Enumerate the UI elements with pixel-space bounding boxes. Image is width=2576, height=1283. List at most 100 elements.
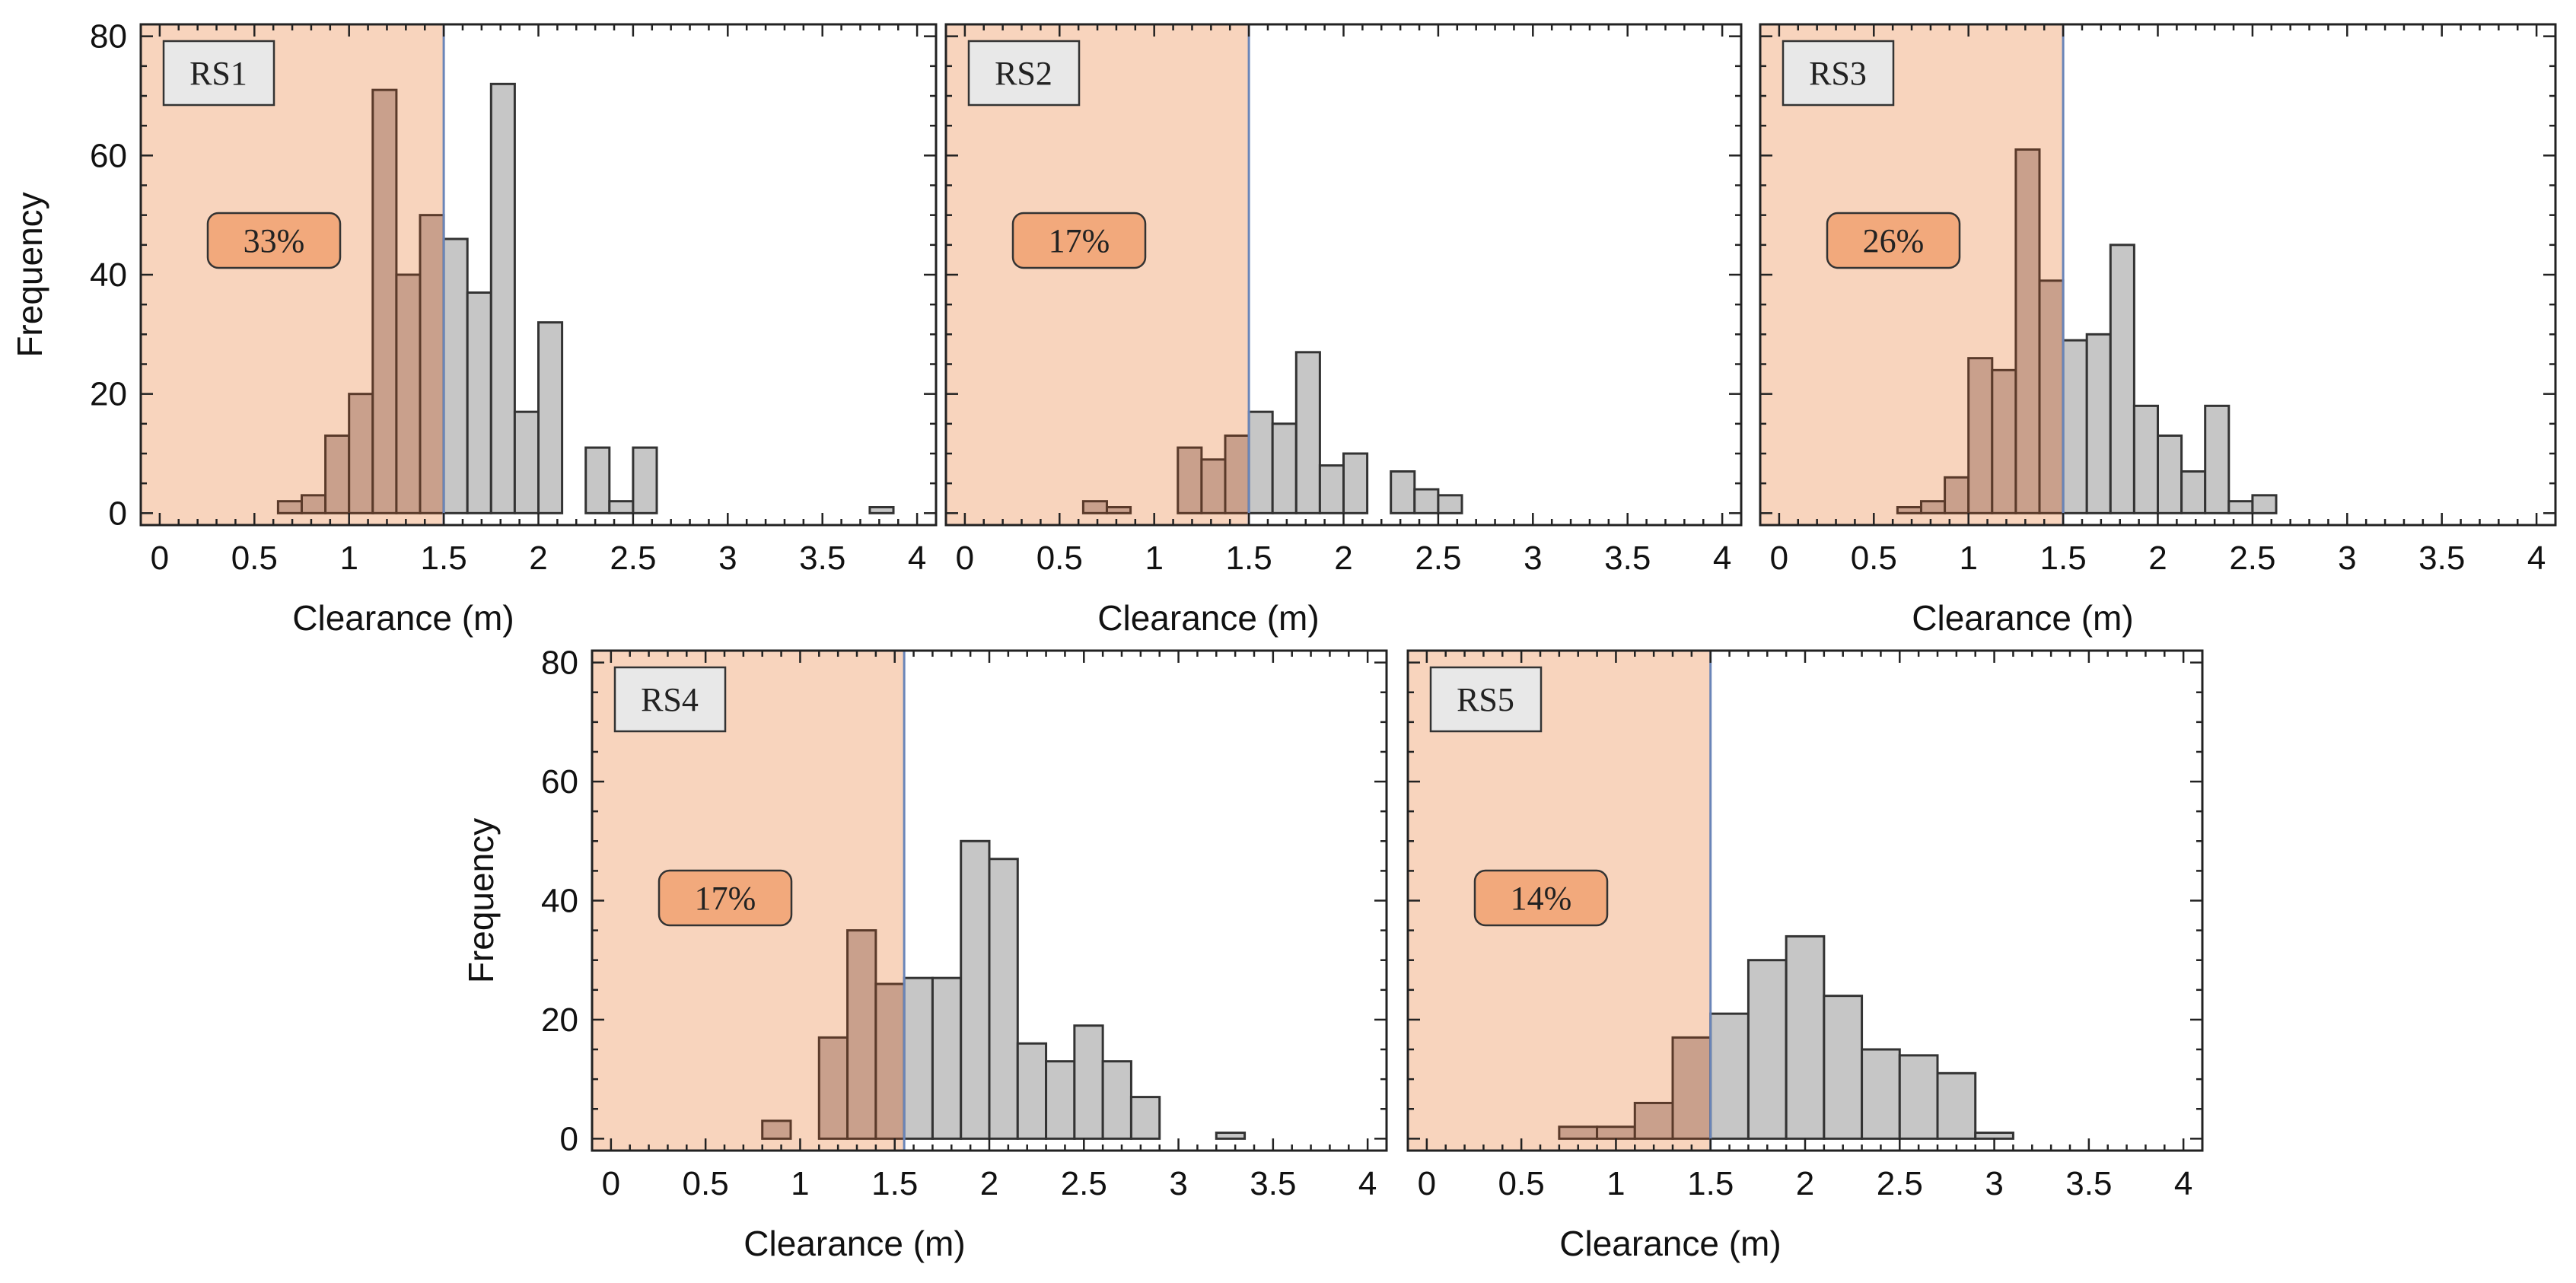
histogram-bar — [300, 494, 327, 514]
panel-label-box — [967, 40, 1081, 107]
x-tick-label: 1.5 — [421, 540, 467, 577]
panel-rs3: 0 0.5 1 1.5 2 2.5 3 3.5 4 Clearance (m) RS3 26% — [1759, 23, 2557, 638]
histogram-bar — [1271, 422, 1298, 514]
x-tick-label: 2 — [2148, 540, 2167, 577]
y-tick-label: 20 — [541, 1001, 578, 1039]
histogram-bar — [442, 237, 469, 514]
panel-label-box — [1429, 666, 1543, 733]
histogram-bar — [489, 82, 516, 514]
histogram-bar — [2062, 339, 2088, 514]
histogram-bar — [348, 393, 374, 514]
histogram-bar — [2227, 500, 2254, 514]
x-tick-label: 2 — [980, 1165, 998, 1202]
panel-label: RS2 — [995, 55, 1052, 92]
y-tick-label: 20 — [90, 376, 127, 413]
histogram-bar — [1861, 1048, 1901, 1140]
histogram-bar — [1558, 1125, 1599, 1140]
x-tick-label: 0 — [1770, 540, 1788, 577]
panel-label: RS3 — [1809, 55, 1867, 92]
x-tick-label: 2.5 — [1877, 1165, 1923, 1202]
histogram-bar — [1294, 351, 1321, 514]
histogram-bar — [371, 88, 398, 514]
x-tick-label: 0 — [956, 540, 974, 577]
histogram-bar — [1936, 1071, 1977, 1140]
x-tick-label: 2.5 — [1415, 540, 1461, 577]
histogram-bar — [395, 273, 422, 514]
x-tick-label: 0 — [1418, 1165, 1436, 1202]
histogram-bar — [874, 982, 906, 1140]
panel-label-box — [1782, 40, 1895, 107]
x-tick-label: 2 — [529, 540, 547, 577]
x-tick-label: 2.5 — [610, 540, 656, 577]
histogram-bar — [513, 410, 540, 514]
below-threshold-region — [946, 24, 1250, 525]
y-tick-label: 60 — [541, 763, 578, 801]
x-tick-label: 0 — [151, 540, 169, 577]
histogram-bar — [2038, 279, 2065, 514]
histogram-bar — [1785, 934, 1826, 1140]
histogram-bar — [1247, 410, 1274, 514]
x-tick-label: 1 — [1959, 540, 1977, 577]
histogram-bar — [1105, 506, 1132, 514]
x-axis-title: Clearance (m) — [292, 598, 514, 638]
x-tick-label: 3.5 — [2065, 1165, 2112, 1202]
histogram-bar — [1224, 435, 1250, 514]
histogram-bar — [1709, 1012, 1750, 1140]
histogram-bar — [1919, 500, 1947, 514]
percentage-badge — [1011, 212, 1147, 269]
histogram-bar — [1342, 452, 1369, 514]
histogram-bar — [988, 858, 1019, 1140]
histogram-bar — [1177, 446, 1203, 514]
panel-rs5: 0 0.5 1 1.5 2 2.5 3 3.5 4 Clearance (m) RS5 14% — [1406, 649, 2204, 1263]
percentage-badge — [1826, 212, 1961, 269]
histogram-bar — [1896, 506, 1922, 514]
panel-label-box — [613, 666, 727, 733]
histogram-bar — [1413, 488, 1440, 514]
x-tick-label: 4 — [908, 540, 926, 577]
histogram-bar — [584, 446, 611, 514]
histogram-bar — [2109, 244, 2135, 514]
y-tick-label: 40 — [541, 883, 578, 920]
y-tick-label: 0 — [109, 495, 127, 532]
histogram-bar — [1073, 1024, 1104, 1140]
histogram-bar — [2204, 404, 2231, 514]
histogram-bar — [817, 1036, 849, 1140]
x-tick-label: 3 — [1169, 1165, 1187, 1202]
percentage-badge — [206, 212, 342, 269]
histogram-bar — [1974, 1132, 2014, 1140]
histogram-bar — [761, 1119, 792, 1140]
histogram-bar — [632, 446, 658, 514]
y-tick-label: 80 — [541, 645, 578, 682]
panel-label: RS1 — [189, 55, 247, 92]
histogram-bar — [276, 500, 303, 514]
percentage-label: 26% — [1863, 222, 1925, 259]
x-axis-title: Clearance (m) — [1097, 598, 1319, 638]
x-tick-label: 3.5 — [799, 540, 845, 577]
y-axis-title: Frequency — [461, 818, 501, 983]
percentage-badge — [1473, 869, 1609, 927]
x-axis-title: Clearance (m) — [1559, 1224, 1781, 1263]
histogram-bar — [1437, 494, 1463, 514]
x-tick-label: 0 — [602, 1165, 620, 1202]
x-tick-label: 1 — [1145, 540, 1163, 577]
percentage-label: 14% — [1511, 880, 1572, 917]
histogram-bar — [903, 976, 934, 1140]
histogram-bar — [324, 435, 351, 514]
x-tick-label: 0.5 — [1036, 540, 1083, 577]
percentage-badge — [658, 869, 793, 927]
histogram-bar — [1129, 1096, 1161, 1140]
histogram-bar — [1991, 368, 2017, 514]
histogram-bar — [2132, 404, 2160, 514]
percentage-label: 17% — [1049, 222, 1110, 259]
x-tick-label: 3.5 — [1250, 1165, 1296, 1202]
histogram-bar — [1596, 1125, 1636, 1140]
histogram-bar — [1101, 1060, 1132, 1140]
x-tick-label: 0.5 — [1851, 540, 1897, 577]
x-tick-label: 2 — [1796, 1165, 1814, 1202]
percentage-label: 17% — [695, 880, 756, 917]
y-tick-label: 0 — [560, 1120, 578, 1157]
y-tick-label: 60 — [90, 137, 127, 174]
x-tick-label: 1.5 — [871, 1165, 918, 1202]
